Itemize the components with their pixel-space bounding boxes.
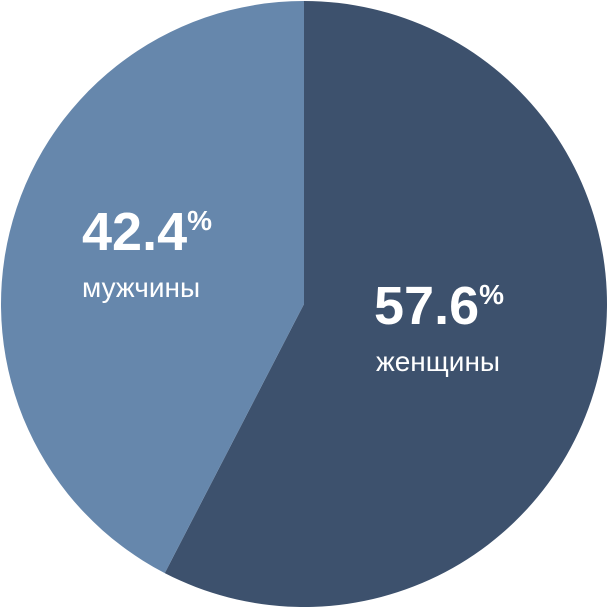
slice-label-men: 42.4% мужчины [82, 202, 212, 303]
slice-women [164, 1, 607, 608]
slice-label-women: 57.6% женщины [374, 276, 504, 377]
slice-value-women: 57.6% [374, 276, 504, 336]
slice-name-men: мужчины [82, 272, 200, 303]
slice-men [1, 1, 304, 574]
slice-value-men: 42.4% [82, 202, 212, 262]
labels-layer: 57.6% женщины 42.4% мужчины [82, 202, 504, 377]
slice-name-women: женщины [376, 346, 500, 377]
